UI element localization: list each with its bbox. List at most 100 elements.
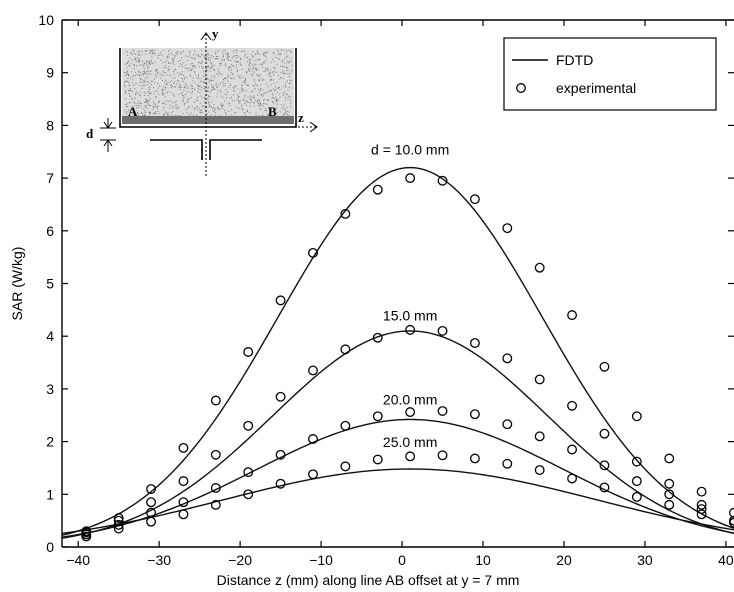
- experimental-point: [372, 454, 383, 465]
- experimental-point: [469, 409, 480, 420]
- experimental-point: [178, 497, 189, 508]
- fdtd-line: [62, 330, 734, 539]
- experimental-point: [534, 431, 545, 442]
- x-tick-label: −10: [309, 552, 333, 568]
- experimental-point: [340, 461, 351, 472]
- experimental-point: [340, 208, 351, 219]
- experimental-point: [178, 509, 189, 520]
- x-tick-label: 30: [637, 552, 653, 568]
- experimental-point: [664, 453, 675, 464]
- x-tick-label: −30: [147, 552, 171, 568]
- experimental-point: [146, 516, 157, 527]
- inset-a-label: A: [128, 104, 138, 119]
- experimental-point: [405, 324, 416, 335]
- experimental-point: [631, 456, 642, 467]
- experimental-point: [275, 478, 286, 489]
- x-axis-label: Distance z (mm) along line AB offset at …: [217, 572, 520, 588]
- experimental-point: [534, 262, 545, 273]
- experimental-point: [113, 515, 124, 526]
- x-tick-label: 20: [556, 552, 572, 568]
- x-tick-label: 0: [398, 552, 406, 568]
- dim-arrow-down-icon: [103, 118, 113, 129]
- y-tick-label: 2: [46, 434, 54, 450]
- experimental-point: [631, 476, 642, 487]
- experimental-point: [243, 467, 254, 478]
- experimental-point: [340, 420, 351, 431]
- experimental-point: [210, 395, 221, 406]
- curve-annotation: 25.0 mm: [383, 434, 437, 450]
- experimental-point: [275, 295, 286, 306]
- experimental-point: [599, 482, 610, 493]
- experimental-point: [210, 499, 221, 510]
- y-tick-label: 0: [46, 539, 54, 555]
- experimental-point: [308, 247, 318, 258]
- experimental-point: [534, 465, 545, 476]
- inset-b-label: B: [268, 104, 277, 119]
- fdtd-line: [62, 418, 734, 538]
- legend-circle-marker: [516, 83, 526, 93]
- experimental-point: [308, 365, 318, 376]
- experimental-point: [696, 499, 707, 510]
- x-tick-label: −20: [228, 552, 252, 568]
- experimental-point: [405, 407, 416, 418]
- experimental-point: [696, 486, 707, 497]
- dipole-antenna: [150, 139, 262, 160]
- experimental-point: [146, 497, 157, 508]
- inset-z-arrow-icon: [309, 121, 318, 133]
- experimental-point: [275, 449, 286, 460]
- experimental-point: [372, 411, 383, 422]
- experimental-point: [567, 400, 578, 411]
- legend-label-fdtd: FDTD: [556, 52, 593, 68]
- inset-diagram: y z A Bd: [86, 26, 318, 178]
- experimental-point: [502, 353, 513, 364]
- experimental-point: [210, 449, 221, 460]
- experimental-point: [696, 509, 707, 520]
- experimental-point: [567, 444, 578, 455]
- experimental-point: [696, 504, 707, 515]
- experimental-point: [664, 489, 675, 500]
- experimental-point: [437, 450, 448, 461]
- experimental-point: [534, 374, 545, 385]
- experimental-point: [243, 489, 254, 500]
- curve-annotation: 15.0 mm: [383, 307, 437, 323]
- y-axis-label: SAR (W/kg): [9, 247, 25, 321]
- experimental-point: [275, 391, 286, 402]
- curve-annotation: d = 10.0 mm: [371, 141, 449, 157]
- x-tick-label: 10: [475, 552, 491, 568]
- experimental-point: [599, 428, 610, 439]
- experimental-point: [567, 310, 578, 321]
- y-tick-label: 6: [46, 223, 54, 239]
- curve-annotation: 20.0 mm: [383, 392, 437, 408]
- inset-d-label: d: [86, 126, 94, 141]
- experimental-point: [146, 484, 157, 494]
- legend-label-experimental: experimental: [556, 80, 636, 96]
- legend: FDTD experimental: [503, 37, 717, 111]
- experimental-point: [372, 184, 383, 195]
- experimental-point: [81, 531, 92, 542]
- experimental-point: [437, 175, 448, 186]
- experimental-point: [631, 491, 642, 502]
- experimental-point: [469, 194, 480, 205]
- inset-z-label: z: [298, 110, 304, 125]
- experimental-point: [405, 173, 416, 184]
- experimental-point: [405, 451, 416, 462]
- y-tick-label: 1: [46, 486, 54, 502]
- fdtd-curves: [62, 166, 734, 539]
- experimental-point: [729, 517, 734, 528]
- experimental-point: [729, 507, 734, 518]
- experimental-point: [340, 344, 351, 355]
- inset-y-label: y: [212, 26, 219, 41]
- x-tick-label: 40: [718, 552, 734, 568]
- experimental-point: [113, 523, 124, 534]
- experimental-point: [243, 347, 254, 357]
- fdtd-line: [62, 468, 734, 535]
- x-tick-label: −40: [66, 552, 90, 568]
- experimental-point: [502, 223, 513, 234]
- inset-y-arrow-icon: [200, 32, 212, 41]
- dim-arrow-up-icon: [103, 139, 113, 152]
- experimental-point: [631, 411, 642, 422]
- experimental-point: [437, 325, 448, 336]
- experimental-point: [502, 419, 513, 430]
- experimental-point: [502, 458, 513, 469]
